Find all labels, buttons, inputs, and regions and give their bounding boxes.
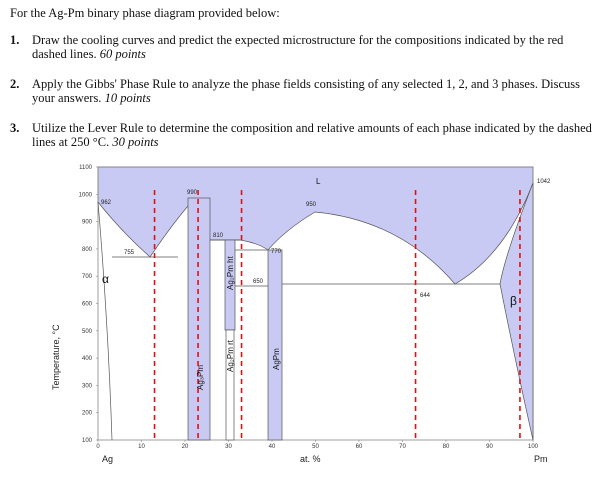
- temp-annotation: 755: [124, 250, 135, 256]
- x-tick-label: 40: [269, 444, 276, 450]
- ag2pm-rt-phase: [225, 329, 235, 441]
- y-tick-label: 300: [82, 383, 93, 389]
- y-axis-label: Temperature, °C: [51, 324, 61, 390]
- y-tick-label: 1000: [79, 192, 93, 198]
- temp-annotation: 990: [187, 190, 198, 196]
- question-text: Apply the Gibbs' Phase Rule to analyze t…: [32, 77, 580, 105]
- x-tick-label: 100: [528, 444, 539, 450]
- y-tick-label: 700: [82, 274, 93, 280]
- x-tick-label: 70: [399, 444, 406, 450]
- x-tick-label: 20: [182, 444, 189, 450]
- temp-annotation: 810: [213, 233, 224, 239]
- x-tick-label: 90: [486, 444, 493, 450]
- y-tick-label: 500: [82, 329, 93, 335]
- x-tick-label: 30: [225, 444, 232, 450]
- question-points: 10 points: [104, 91, 151, 105]
- ag2pm-rt-label: Ag₂Pm rt: [226, 339, 235, 372]
- x-tick-label: 60: [356, 444, 363, 450]
- x-tick-label: 10: [138, 444, 145, 450]
- temp-annotation: 950: [306, 202, 317, 208]
- question-points: 60 points: [99, 47, 146, 61]
- liquid-label: L: [316, 177, 321, 186]
- question-number: 1.: [10, 33, 20, 47]
- y-tick-label: 1100: [79, 165, 93, 171]
- x-end-left: Ag: [102, 454, 113, 464]
- y-tick-label: 400: [82, 356, 93, 362]
- agpm-label: AgPm: [272, 348, 281, 370]
- x-end-right: Pm: [534, 454, 548, 464]
- question-text: Draw the cooling curves and predict the …: [32, 33, 564, 61]
- temp-annotation: 1042: [537, 179, 551, 185]
- question-number: 2.: [10, 77, 20, 91]
- y-tick-label: 100: [82, 438, 93, 444]
- question-number: 3.: [10, 121, 20, 135]
- x-tick-label: 80: [443, 444, 450, 450]
- phase-diagram: 0 10 20 30 40 50 60 70 80 90 100 100 200 300 400 500 600…: [51, 165, 551, 464]
- alpha-label: α: [102, 272, 109, 286]
- beta-label: β: [510, 294, 517, 308]
- y-tick-label: 200: [82, 411, 93, 417]
- y-tick-label: 800: [82, 247, 93, 253]
- x-axis-label: at. %: [300, 454, 321, 464]
- temp-annotation: 644: [420, 293, 431, 299]
- y-tick-label: 600: [82, 302, 93, 308]
- x-tick-label: 0: [96, 444, 100, 450]
- temp-annotation: 650: [253, 279, 264, 285]
- ag2pm-ht-label: Ag₂Pm ht: [226, 255, 235, 290]
- temp-annotation: 770: [271, 249, 282, 255]
- x-tick-label: 50: [312, 444, 319, 450]
- y-tick-label: 900: [82, 220, 93, 226]
- alpha-solvus: [97, 201, 113, 441]
- question-points: 30 points: [112, 135, 159, 149]
- temp-annotation: 962: [101, 200, 112, 206]
- question-text: Utilize the Lever Rule to determine the …: [32, 121, 592, 149]
- agpm-phase: [267, 249, 283, 441]
- ag3pm-phase: [187, 197, 211, 441]
- ag3pm-label: Ag₃Pm: [196, 365, 205, 390]
- intro-text: For the Ag-Pm binary phase diagram provi…: [10, 6, 280, 20]
- beta-region: [499, 182, 534, 441]
